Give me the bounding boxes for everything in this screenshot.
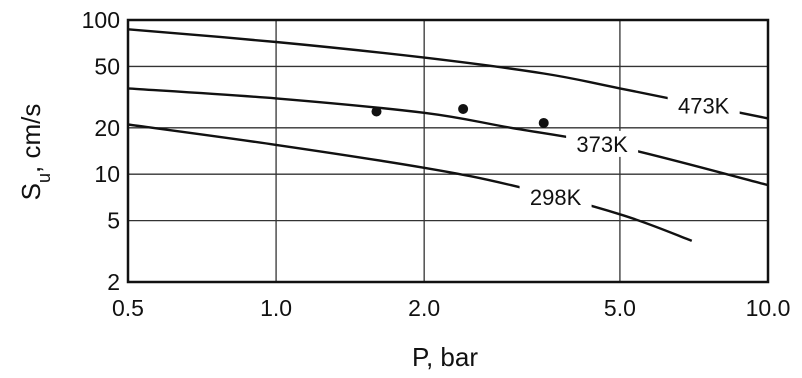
plot-frame [126, 18, 770, 284]
curve-label-bg-473k [667, 92, 740, 119]
y-axis-label-main: S [16, 183, 46, 200]
x-tick-label-5-0: 5.0 [604, 295, 636, 321]
curve-473k [127, 28, 769, 120]
curve-label-bg-298k [519, 184, 592, 211]
x-axis-label: P, bar [412, 342, 478, 372]
y-tick-label-2: 2 [107, 269, 120, 295]
y-axis-label-sub: u [34, 173, 54, 183]
x-tick-labels: 0.5 1.0 2.0 5.0 10.0 [112, 295, 790, 321]
curve-label-473k: 473K [678, 93, 730, 118]
curve-label-298k: 298K [530, 185, 582, 210]
y-axis-label-unit: , cm/s [16, 104, 46, 173]
curves [127, 28, 769, 242]
curve-label-373k: 373K [576, 132, 628, 157]
curve-label-bg-373k [566, 130, 639, 157]
data-point-1 [371, 106, 382, 117]
y-tick-label-100: 100 [82, 7, 120, 33]
data-point-3 [538, 117, 549, 128]
curve-373k [127, 87, 769, 187]
x-tick-label-0-5: 0.5 [112, 295, 144, 321]
x-tick-label-1-0: 1.0 [260, 295, 292, 321]
grid-lines [128, 20, 768, 282]
data-point-2 [458, 103, 469, 114]
y-tick-label-10: 10 [94, 161, 120, 187]
x-tick-label-10-0: 10.0 [746, 295, 791, 321]
curve-298k [127, 123, 693, 242]
curve-labels: 473K 373K 298K [519, 92, 740, 211]
y-axis-label: Su, cm/s [16, 104, 54, 201]
y-tick-labels: 2 5 10 20 50 100 [82, 7, 120, 295]
y-tick-label-50: 50 [94, 53, 120, 79]
y-tick-label-20: 20 [94, 115, 120, 141]
data-points [371, 103, 549, 128]
x-tick-label-2-0: 2.0 [408, 295, 440, 321]
y-tick-label-5: 5 [107, 208, 120, 234]
